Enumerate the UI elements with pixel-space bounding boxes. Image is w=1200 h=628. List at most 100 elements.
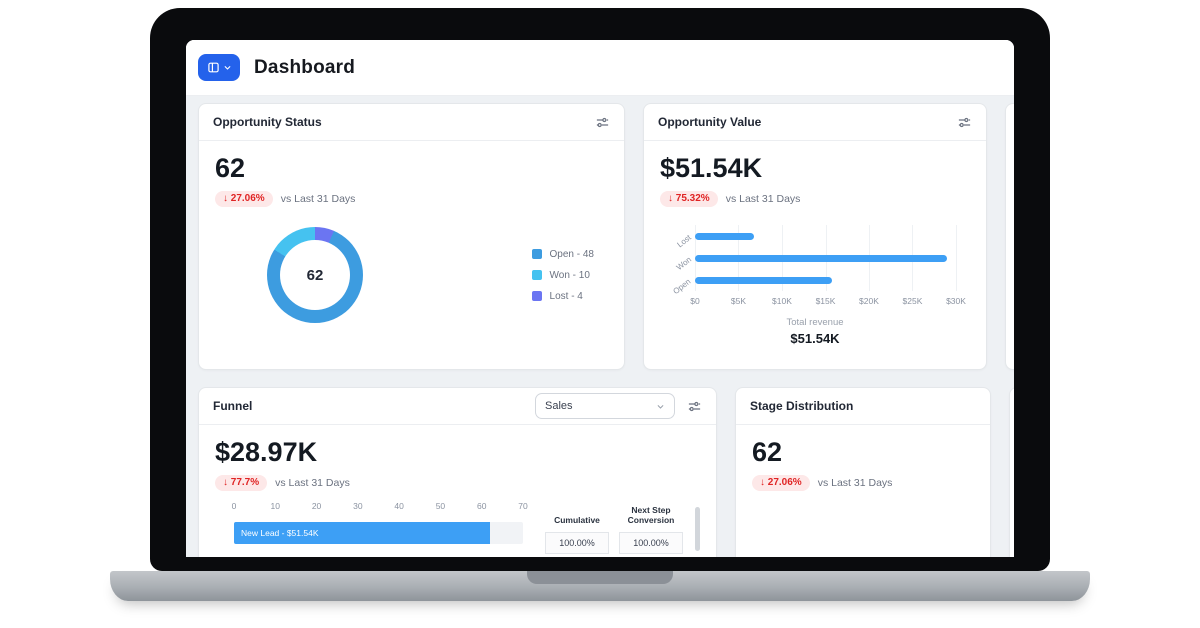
funnel-scrollbar[interactable] [695,507,700,552]
card-body: $51.54K ↓ 75.32% vs Last 31 Days [644,141,986,369]
laptop-hinge-notch [527,571,673,584]
delta-badge: ↓ 75.32% [660,191,718,208]
delta-row: ↓ 77.7% vs Last 31 Days [215,475,700,492]
bar-lost [695,232,755,240]
card-header: Funnel Sales [199,388,716,425]
funnel-rows: New Lead - $51.54K [234,522,523,545]
x-tick: $5K [730,296,747,307]
total-revenue-value: $51.54K [790,331,840,347]
period-label: vs Last 31 Days [817,477,893,490]
funnel-bar-label: New Lead - $51.54K [241,528,319,539]
card-opportunity-status: Opportunity Status 62 ↓ 27.06% [198,103,625,370]
x-tick: $15K [815,296,836,307]
donut-chart: 62 [267,227,363,324]
total-revenue-label: Total revenue [786,317,844,329]
legend-swatch [531,249,542,260]
card-stage-distribution: Stage Distribution 62 ↓ 27.06% vs Last 3… [735,387,991,557]
chevron-down-icon [223,63,232,72]
partial-card [1009,387,1014,557]
partial-card [1005,103,1014,370]
value-amount: $51.54K [660,153,763,183]
next-step-cell: 100.00% [619,532,683,555]
funnel-bar[interactable]: New Lead - $51.54K [234,522,490,545]
funnel-amount: $28.97K [215,437,318,467]
donut-legend: Open - 48 Won - 10 Lost - 4 [531,248,594,302]
column-header: Cumulative [554,514,600,525]
axis-tick: 30 [353,501,363,512]
category-label: Won [674,254,693,272]
delta-badge: ↓ 27.06% [752,475,810,492]
chart-footer: Total revenue $51.54K [660,317,970,346]
layout-menu-button[interactable] [198,54,240,81]
category-label: Lost [675,232,693,249]
card-settings-button[interactable] [687,399,702,414]
donut-section: 62 Open - 48 Won - 10 [215,227,608,324]
funnel-row-new-lead: New Lead - $51.54K [234,522,523,545]
card-settings-button[interactable] [957,115,972,130]
axis-tick: 0 [231,501,237,512]
legend-label: Won - 10 [549,269,590,281]
cumulative-cell: 100.00% [545,532,609,555]
gridline [956,225,957,292]
sliders-icon [687,399,702,414]
card-header: Opportunity Value [644,104,986,141]
bar-row-open: Open [672,269,956,296]
bar-row-lost: Lost [675,225,956,249]
axis-tick: 60 [476,501,487,512]
legend-item-lost[interactable]: Lost - 4 [531,290,594,302]
card-body: 62 ↓ 27.06% vs Last 31 Days 62 [199,141,624,369]
delta-badge: ↓ 27.06% [215,191,273,208]
card-funnel: Funnel Sales [198,387,717,557]
legend-swatch [531,291,542,302]
stage-count: 62 [752,437,783,467]
category-label: Open [671,276,693,296]
column-header: Next Step Conversion [627,504,675,525]
card-title: Funnel [213,399,253,413]
card-header: Opportunity Status [199,104,624,141]
card-title: Stage Distribution [750,399,854,413]
legend-label: Lost - 4 [549,290,583,302]
bar-row-won: Won [674,247,956,272]
funnel-columns: Cumulative 100.00% Next Step Conversion … [545,501,683,555]
delta-row: ↓ 27.06% vs Last 31 Days [752,475,974,492]
legend-item-open[interactable]: Open - 48 [531,248,594,260]
legend-label: Open - 48 [549,248,594,260]
period-label: vs Last 31 Days [280,193,356,206]
legend-item-won[interactable]: Won - 10 [531,269,594,281]
funnel-controls: Sales [535,393,702,419]
bar-open [695,276,833,284]
funnel-select[interactable]: Sales [535,393,675,419]
delta-row: ↓ 27.06% vs Last 31 Days [215,191,608,208]
legend-swatch [531,270,542,281]
card-header: Stage Distribution [736,388,990,425]
card-body: 62 ↓ 27.06% vs Last 31 Days [736,425,990,557]
layout-icon [207,61,220,74]
hbar-chart: Lost Won Open [672,225,957,296]
app-header: Dashboard [186,40,1014,96]
card-title: Opportunity Status [213,115,322,129]
axis-tick: 70 [518,501,528,512]
x-tick: $25K [902,296,923,307]
next-step-column: Next Step Conversion 100.00% [619,501,683,555]
card-opportunity-value: Opportunity Value $51.54K ↓ 75.32% [643,103,987,370]
cards-row-2: Funnel Sales [198,387,1014,557]
delta-row: ↓ 75.32% vs Last 31 Days [660,191,970,208]
select-value: Sales [545,400,573,412]
funnel-bars-area: 0 10 20 30 40 50 60 70 [231,501,528,545]
card-body: $28.97K ↓ 77.7% vs Last 31 Days 0 10 [199,425,716,557]
funnel-axis: 0 10 20 30 40 50 60 70 [231,501,528,513]
page-title: Dashboard [254,56,356,78]
axis-tick: 40 [394,501,404,512]
laptop-screen: Dashboard Opportunity Status [186,40,1014,557]
cards-row-1: Opportunity Status 62 ↓ 27.06% [198,103,1014,370]
x-tick: $20K [859,296,879,307]
funnel-chart: 0 10 20 30 40 50 60 70 [215,501,700,555]
dashboard-canvas: Opportunity Status 62 ↓ 27.06% [186,96,1014,557]
sliders-icon [595,115,610,130]
x-tick: $30K [946,296,966,307]
card-settings-button[interactable] [595,115,610,130]
x-tick: $10K [772,296,792,307]
axis-tick: 50 [435,501,446,512]
chevron-down-icon [656,402,665,411]
